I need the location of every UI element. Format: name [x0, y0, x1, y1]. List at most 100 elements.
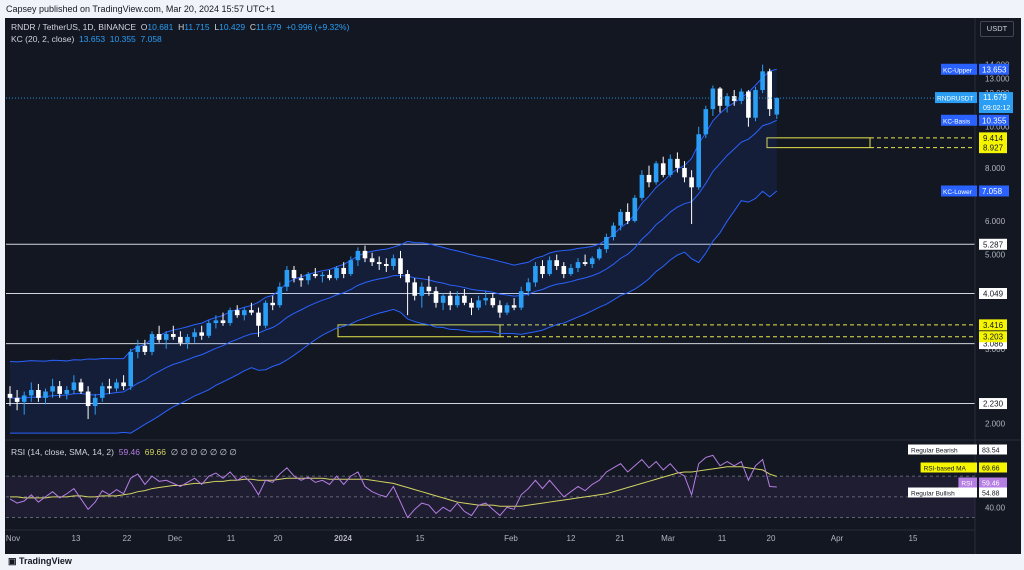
candle-body [554, 260, 559, 266]
candle-body [746, 91, 751, 118]
price-tick-label: 2.000 [985, 420, 1006, 429]
candle-body [774, 98, 780, 115]
candle-body [533, 265, 538, 283]
time-tick-label: 20 [274, 534, 283, 543]
kc-value-tag [979, 114, 1009, 126]
level-tag-label: 3.086 [983, 340, 1004, 349]
candle-body [589, 258, 595, 265]
symbol-title: RNDR / TetherUS, 1D, BINANCE [11, 22, 137, 32]
candle-body [29, 389, 34, 396]
rsi-legend: RSI (14, close, SMA, 14, 2) 59.46 69.66 … [11, 447, 237, 458]
target-zone-box [766, 137, 871, 149]
candle-body [405, 274, 410, 283]
kc-tag-label: KC-Basis [943, 118, 971, 125]
candle-body [135, 345, 141, 352]
change-value: +0.996 (+9.32%) [286, 22, 350, 32]
candle-body [142, 345, 148, 352]
candle-body [85, 391, 91, 407]
candle-body [717, 88, 723, 106]
price-tick-label: 3.000 [985, 345, 1006, 354]
kc-value-label: 7.058 [982, 187, 1003, 196]
time-tick-label: 13 [72, 534, 81, 543]
candle-body [518, 291, 524, 308]
rsi-ma-line [10, 466, 777, 507]
time-tick-label: Apr [831, 534, 844, 543]
chart-area[interactable] [5, 18, 1021, 554]
candle-body [526, 282, 531, 292]
kc-tag-label: KC-Lower [943, 189, 973, 196]
price-tick-label: 13.000 [985, 74, 1010, 83]
time-tick-label: 11 [227, 534, 236, 543]
kc-legend: KC (20, 2, close) 13.653 10.355 7.058 [11, 34, 162, 44]
symbol-tag [935, 92, 977, 104]
last-price-value: 11.679 [983, 93, 1007, 102]
level-tag [979, 238, 1007, 250]
rsi-value-tag [979, 477, 1007, 488]
candle-body [100, 386, 105, 398]
candle-body [298, 278, 304, 281]
candle-body [178, 336, 183, 343]
kc-tag [941, 63, 977, 75]
time-tick-label: 12 [567, 534, 576, 543]
level-tag-label: 5.287 [983, 240, 1004, 249]
kc-upper-value: 13.653 [79, 34, 106, 44]
rsi-extras: ∅ ∅ ∅ ∅ ∅ ∅ ∅ [170, 447, 237, 457]
candle-body [249, 310, 254, 313]
rsi-value-tag [979, 462, 1007, 473]
rsi-tag-label: Regular Bearish [911, 448, 958, 455]
candle-body [199, 332, 204, 336]
candle-body [760, 71, 765, 91]
candle-body [646, 174, 652, 183]
candle-body [50, 386, 55, 392]
kc-basis-line [9, 119, 778, 399]
level-tag [979, 287, 1007, 299]
candle-body [313, 274, 318, 277]
candle-body [483, 298, 488, 301]
level-tag [979, 398, 1007, 410]
candle-body [36, 389, 41, 398]
high-value: 11.715 [184, 22, 210, 32]
time-tick-label: Nov [6, 534, 20, 543]
countdown-value: 09:02:12 [983, 105, 1010, 112]
candle-body [604, 236, 609, 250]
candle-body [696, 134, 701, 188]
rsi-line [9, 454, 777, 519]
close-value: 11.679 [255, 22, 282, 32]
candle-body [618, 211, 623, 226]
candle-body [171, 334, 176, 337]
kc-name: KC (20, 2, close) [11, 34, 75, 44]
footer: ▣ TradingView [0, 554, 1024, 570]
candle-body [192, 332, 197, 337]
open-value: 10.681 [147, 22, 174, 32]
candle-body [391, 258, 396, 266]
candle-body [163, 334, 169, 340]
candle-body [639, 174, 645, 198]
candle-body [362, 250, 368, 259]
symbol-tag-label: RNDRUSDT [937, 96, 974, 103]
candle-body [575, 262, 581, 268]
candle-body [497, 305, 503, 313]
candle-body [256, 312, 261, 326]
price-tick-label: 10.000 [985, 123, 1010, 132]
brand-text: TradingView [19, 556, 72, 566]
candle-body [64, 389, 70, 394]
rsi-value: 59.46 [118, 447, 140, 457]
close-label: C [249, 22, 256, 32]
currency-button[interactable]: USDT [980, 21, 1014, 37]
candle-body [440, 295, 446, 303]
time-tick-label: 22 [123, 534, 132, 543]
candle-body [185, 336, 190, 343]
candle-body [568, 267, 574, 275]
candle-body [455, 295, 460, 306]
dashed-level-tag [979, 319, 1007, 331]
candle-body [739, 91, 744, 101]
rsi-tag [908, 444, 977, 455]
rsi-pane [6, 454, 975, 519]
candle-body [121, 382, 126, 387]
candle-body [490, 298, 496, 306]
rsi-tag-label: Regular Bullish [911, 491, 955, 498]
rsi-value-label: 83.54 [982, 448, 1000, 455]
price-pane [6, 64, 975, 434]
candle-body [327, 274, 332, 279]
